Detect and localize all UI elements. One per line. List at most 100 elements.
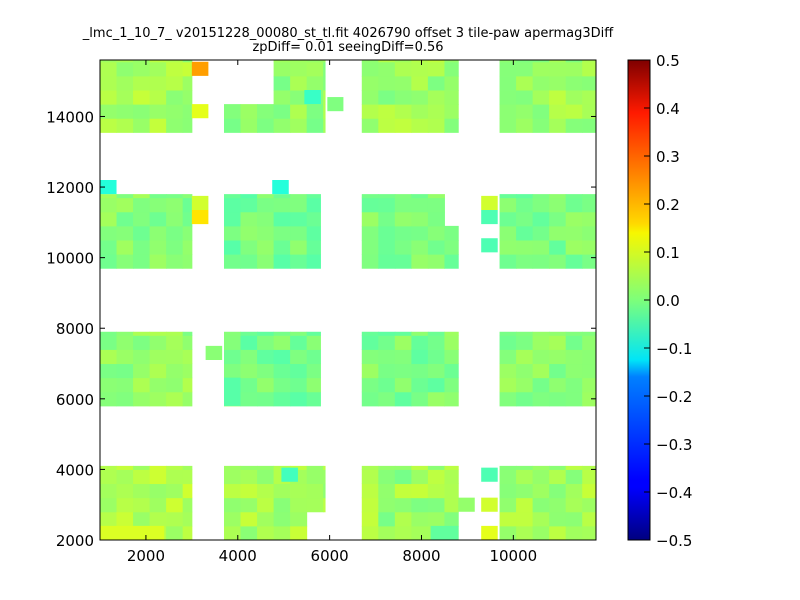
heatmap-cell	[273, 335, 291, 350]
heatmap-cell	[133, 194, 151, 199]
colorbar-tick-label: −0.3	[656, 436, 692, 454]
colorbar-tick-label: −0.4	[656, 484, 692, 502]
heatmap-cell	[240, 225, 258, 241]
heatmap-cell	[549, 75, 567, 91]
heatmap-cell	[273, 225, 291, 241]
heatmap-cell	[257, 497, 275, 513]
heatmap-cell	[257, 349, 275, 365]
heatmap-cell	[306, 497, 324, 513]
heatmap-cell	[565, 75, 583, 91]
heatmap-cell	[224, 225, 242, 241]
heatmap-cell	[427, 377, 445, 393]
heatmap-cell	[166, 61, 184, 77]
heatmap-cell	[532, 104, 550, 119]
heatmap-cell	[100, 61, 118, 77]
plot-frame	[99, 59, 597, 541]
heatmap-cell	[273, 197, 291, 213]
heatmap-cell	[361, 104, 379, 119]
heatmap-cell	[378, 391, 396, 407]
heatmap-cell	[565, 61, 583, 77]
heatmap-cell	[427, 465, 445, 470]
heatmap-cell	[499, 225, 517, 241]
heatmap-cell	[499, 61, 517, 77]
heatmap-cell	[290, 335, 308, 350]
heatmap-cell	[499, 349, 517, 365]
colorbar-tick-label: −0.5	[656, 532, 692, 550]
heatmap-cell	[582, 525, 597, 541]
heatmap-cell	[133, 363, 151, 379]
heatmap-cell	[361, 331, 379, 336]
heatmap-cell	[565, 469, 583, 485]
heatmap-cell	[182, 377, 193, 393]
heatmap-cell	[565, 525, 583, 541]
heatmap-cell	[361, 240, 379, 255]
heatmap-cell	[224, 104, 242, 119]
heatmap-cell	[116, 465, 134, 470]
heatmap-cell	[516, 118, 534, 133]
x-tick-label: 8000	[402, 547, 440, 565]
colorbar-tick-label: 0.3	[656, 148, 680, 166]
heatmap-cell	[149, 469, 167, 485]
heatmap-cell	[411, 497, 429, 513]
heatmap-cell	[149, 483, 167, 499]
heatmap-cell	[394, 90, 412, 105]
heatmap-cell	[516, 497, 534, 513]
heatmap-cell	[149, 104, 167, 119]
heatmap-cell	[516, 469, 534, 485]
heatmap-cell	[565, 240, 583, 255]
heatmap-cell	[516, 511, 534, 527]
heatmap-cell	[481, 497, 498, 512]
heatmap-cell	[516, 335, 534, 350]
heatmap-cell	[133, 335, 151, 350]
heatmap-cell	[182, 331, 193, 336]
heatmap-cell	[378, 363, 396, 379]
heatmap-cell	[306, 118, 324, 133]
heatmap-cell	[444, 60, 459, 63]
heatmap-cell	[565, 197, 583, 213]
heatmap-cell	[257, 363, 275, 379]
heatmap-cell	[323, 497, 326, 513]
heatmap-cell	[116, 197, 134, 213]
heatmap-cell	[378, 497, 396, 513]
colorbar-tick-label: 0.5	[656, 52, 680, 70]
heatmap-cell	[182, 254, 193, 269]
heatmap-cell	[532, 254, 550, 269]
heatmap-cell	[516, 349, 534, 365]
heatmap-cell	[378, 483, 396, 499]
heatmap-cell	[100, 497, 118, 513]
heatmap-cell	[411, 254, 429, 269]
heatmap-cell	[427, 335, 445, 350]
heatmap-cell	[240, 391, 258, 407]
heatmap-cell	[361, 391, 379, 407]
heatmap-cell	[394, 497, 412, 513]
heatmap-cell	[582, 377, 597, 393]
heatmap-cell	[532, 194, 550, 199]
heatmap-cell	[549, 349, 567, 365]
heatmap-cell	[133, 225, 151, 241]
heatmap-cell	[394, 483, 412, 499]
heatmap-cell	[532, 465, 550, 470]
heatmap-cell	[411, 525, 429, 541]
heatmap-cell	[100, 331, 118, 336]
heatmap-cell	[306, 377, 321, 393]
heatmap-cell	[427, 194, 445, 199]
y-tick-label: 4000	[56, 461, 94, 479]
heatmap-cell	[290, 211, 308, 227]
heatmap-cell	[427, 211, 445, 227]
heatmap-cell	[149, 60, 167, 63]
heatmap-cell	[116, 60, 134, 63]
heatmap-cell	[532, 483, 550, 499]
heatmap-cell	[444, 240, 459, 255]
heatmap-cell	[257, 211, 275, 227]
heatmap-cell	[444, 104, 459, 119]
heatmap-cell	[166, 335, 184, 350]
heatmap-cell	[166, 363, 184, 379]
heatmap-cell	[166, 225, 184, 241]
heatmap-cell	[394, 104, 412, 119]
heatmap-cell	[549, 211, 567, 227]
heatmap-cell	[361, 497, 379, 513]
heatmap-cell	[182, 194, 193, 199]
heatmap-cell	[411, 483, 429, 499]
heatmap-cell	[257, 483, 275, 499]
heatmap-cell	[133, 61, 151, 77]
